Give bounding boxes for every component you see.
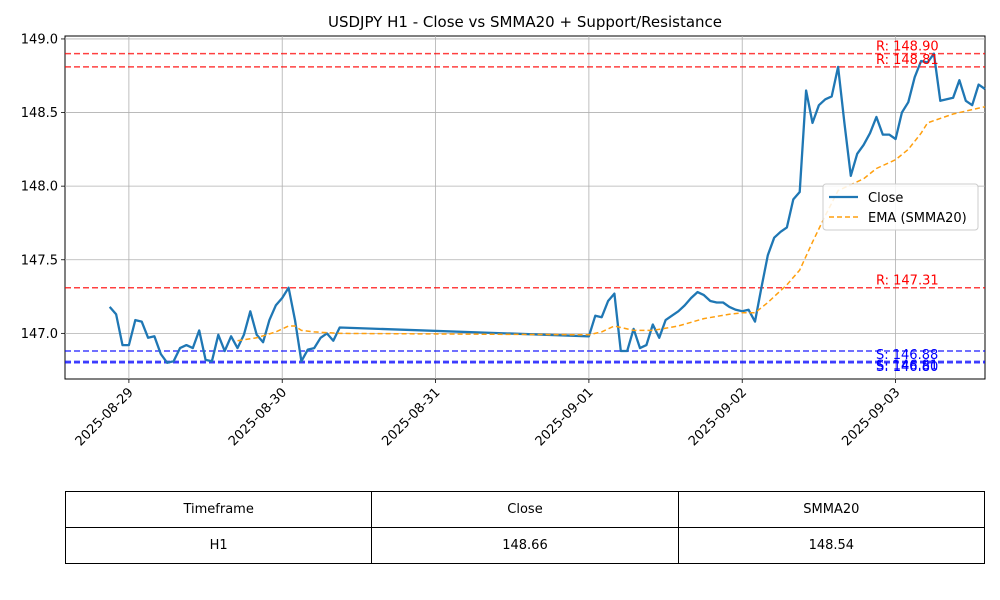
- legend: Close EMA (SMMA20): [822, 183, 979, 231]
- table-row: H1 148.66 148.54: [64, 527, 986, 564]
- legend-label-smma: EMA (SMMA20): [868, 211, 967, 226]
- table-header-row: Timeframe Close SMMA20: [64, 491, 986, 528]
- level-labels: R: 148.90R: 148.81 R: 147.31 S: 146.88S: 1…: [876, 40, 939, 375]
- chart-title: USDJPY H1 - Close vs SMMA20 + Support/Re…: [328, 13, 722, 31]
- resistance-label: R: 147.31: [876, 274, 939, 289]
- x-tick-label: 2025-08-30: [226, 385, 290, 449]
- chart-canvas: USDJPY H1 - Close vs SMMA20 + Support/Re…: [21, 13, 986, 449]
- table-cell-smma20: 148.54: [677, 527, 986, 564]
- summary-table: Timeframe Close SMMA20 H1 148.66 148.54: [64, 491, 986, 564]
- table-header-cell: Timeframe: [64, 491, 373, 528]
- close-price-line: [108, 52, 986, 364]
- table-header-cell: SMMA20: [677, 491, 986, 528]
- resistance-label: R: 148.90: [876, 40, 939, 55]
- support-label: S: 146.80: [876, 360, 938, 375]
- support-label: S: 146.81: [876, 358, 938, 373]
- x-tick-label: 2025-09-02: [686, 385, 750, 449]
- support-label: S: 146.88: [876, 348, 938, 363]
- support-resistance-levels: [65, 52, 985, 364]
- series-layer: [108, 52, 986, 364]
- x-tick-label: 2025-09-03: [839, 385, 903, 449]
- y-tick-label: 147.5: [21, 253, 58, 268]
- legend-label-close: Close: [868, 191, 903, 206]
- smma20-line: [237, 105, 986, 342]
- table-cell-timeframe: H1: [64, 527, 373, 564]
- x-tick-label: 2025-08-29: [73, 385, 137, 449]
- y-tick-label: 147.0: [21, 327, 58, 342]
- y-tick-label: 149.0: [21, 32, 58, 47]
- resistance-label: R: 148.81: [876, 53, 939, 68]
- x-tick-label: 2025-08-31: [379, 385, 443, 449]
- y-tick-label: 148.0: [21, 180, 58, 195]
- y-tick-label: 148.5: [21, 106, 58, 121]
- legend-box: [822, 183, 979, 231]
- table-header-cell: Close: [371, 491, 679, 528]
- grid: [65, 36, 985, 379]
- x-tick-label: 2025-09-01: [533, 385, 597, 449]
- table-cell-close: 148.66: [371, 527, 679, 564]
